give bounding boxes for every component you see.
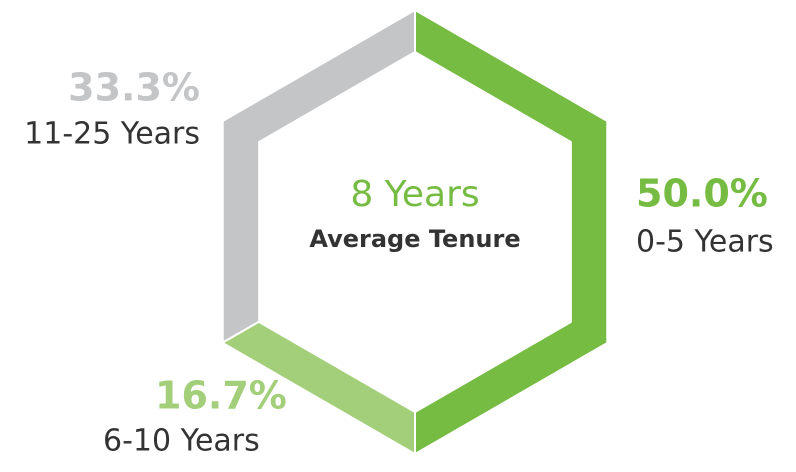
category-label: 6-10 Years <box>103 424 260 459</box>
value-label: 33.3% <box>68 66 200 110</box>
category-label: 0-5 Years <box>636 225 774 260</box>
value-label: 50.0% <box>636 172 768 216</box>
segment <box>221 9 416 344</box>
center-subtitle: Average Tenure <box>309 225 520 253</box>
center-title: 8 Years <box>350 174 479 215</box>
value-label: 16.7% <box>155 374 287 418</box>
segments <box>221 9 609 455</box>
category-label: 11-25 Years <box>24 117 200 152</box>
